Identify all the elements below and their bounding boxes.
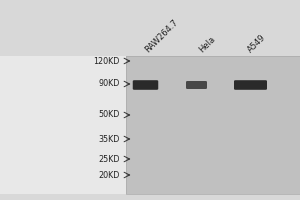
Text: 25KD: 25KD [98,154,120,164]
FancyBboxPatch shape [234,80,267,90]
Text: Hela: Hela [198,34,218,54]
Text: RAW264.7: RAW264.7 [144,17,180,54]
Bar [126,56,300,194]
Bar [0,56,126,194]
Text: 50KD: 50KD [99,110,120,119]
Text: 120KD: 120KD [94,56,120,66]
Text: 90KD: 90KD [99,79,120,88]
FancyBboxPatch shape [186,81,207,89]
Bar [126,56,300,194]
FancyBboxPatch shape [133,80,158,90]
Text: A549: A549 [246,32,267,54]
Text: 20KD: 20KD [99,170,120,180]
Text: 35KD: 35KD [99,134,120,144]
